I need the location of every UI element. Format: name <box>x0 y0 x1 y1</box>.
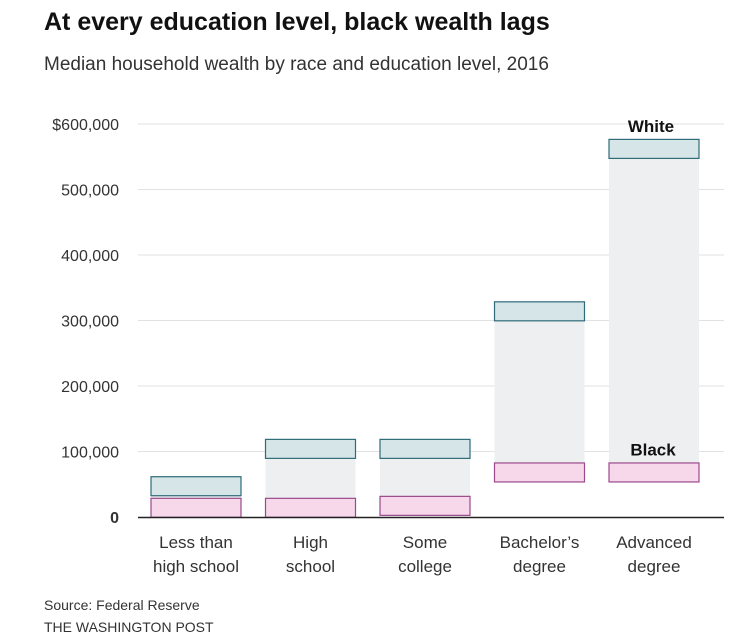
x-category-label: high school <box>153 557 239 576</box>
black-marker <box>264 497 357 518</box>
publisher-credit: THE WASHINGTON POST <box>44 619 214 635</box>
x-category-label: degree <box>513 557 566 576</box>
range-bar <box>609 148 699 473</box>
y-tick-label: 200,000 <box>61 379 119 396</box>
y-tick-label: $600,000 <box>52 117 119 134</box>
range-bar <box>494 311 585 473</box>
black-marker <box>379 495 471 516</box>
white-marker <box>493 301 586 322</box>
chart-subtitle: Median household wealth by race and educ… <box>44 54 549 75</box>
labels: 0 100,000 200,000 300,000 400,000 500,000 $600… <box>52 117 692 576</box>
black-marker <box>493 462 586 483</box>
chart-title: At every education level, black wealth l… <box>44 8 550 36</box>
x-category-label: school <box>286 557 335 576</box>
x-category-label: college <box>398 557 452 576</box>
black-marker <box>608 462 700 483</box>
source-note: Source: Federal Reserve <box>44 597 200 613</box>
white-marker <box>379 438 471 459</box>
white-marker <box>264 438 357 459</box>
series-label-white: White <box>628 117 674 136</box>
x-category-label: degree <box>628 557 681 576</box>
series-label-black: Black <box>630 440 676 459</box>
x-category-label: High <box>293 533 328 552</box>
y-tick-label: 0 <box>110 510 119 527</box>
white-marker <box>608 138 700 159</box>
y-tick-label: 500,000 <box>61 183 119 200</box>
x-category-label: Less than <box>159 533 233 552</box>
x-category-label: Advanced <box>616 533 692 552</box>
black-marker <box>150 497 242 518</box>
y-tick-label: 300,000 <box>61 314 119 331</box>
white-marker <box>150 476 242 497</box>
x-category-label: Bachelor’s <box>500 533 580 552</box>
y-tick-label: 400,000 <box>61 248 119 265</box>
y-tick-label: 100,000 <box>61 445 119 462</box>
x-category-label: Some <box>403 533 447 552</box>
value-markers <box>150 138 700 518</box>
